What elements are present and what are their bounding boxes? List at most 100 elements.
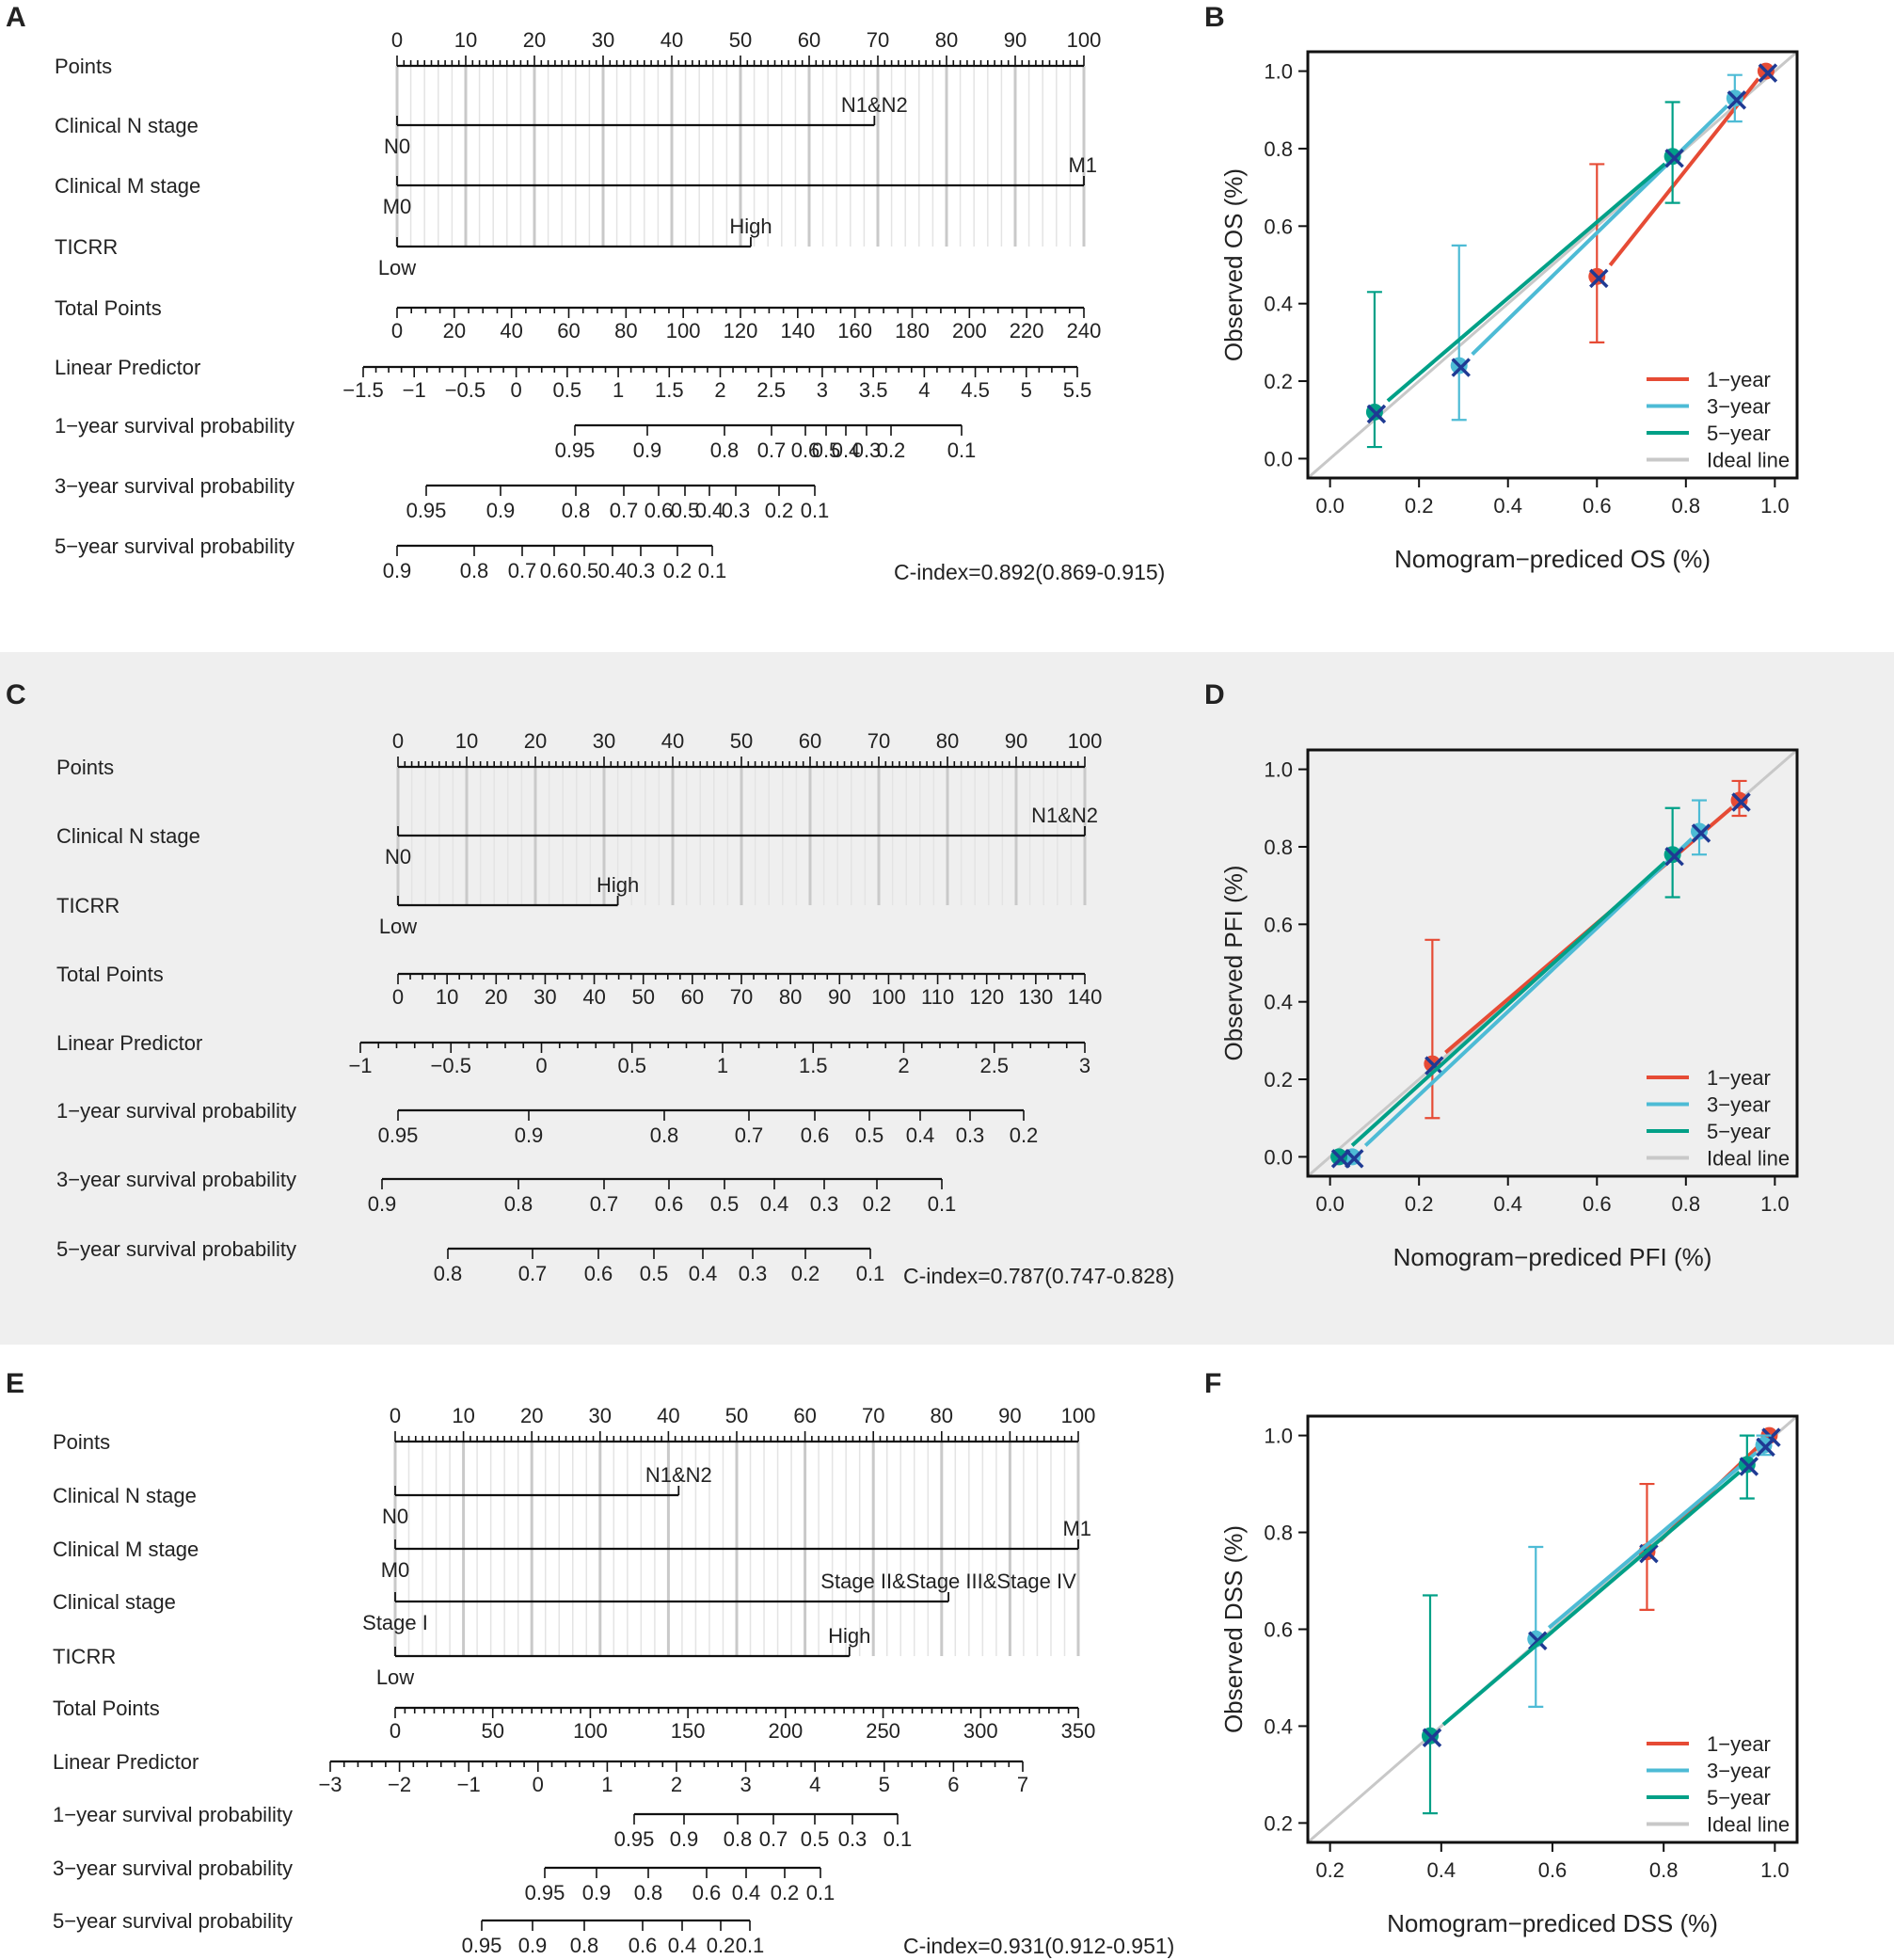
row-label: 3−year survival probability <box>56 1168 296 1191</box>
x-tick-label: 0.6 <box>1538 1858 1568 1882</box>
tick-label: 3.5 <box>859 378 888 402</box>
level-label: Low <box>376 1665 414 1689</box>
tick-label: 0.7 <box>757 438 787 462</box>
tick-label: 0.7 <box>590 1192 619 1216</box>
level-label: High <box>729 215 772 238</box>
y-tick-label: 0.6 <box>1264 215 1293 238</box>
tick-label: 0.95 <box>525 1881 565 1904</box>
y-tick-label: 1.0 <box>1264 60 1293 84</box>
tick-label: 0.8 <box>710 438 740 462</box>
y-axis-label: Observed DSS (%) <box>1219 1525 1248 1733</box>
y-tick-label: 0.4 <box>1264 1714 1293 1738</box>
cross-marker <box>1422 1728 1442 1747</box>
y-tick-label: 0.2 <box>1264 1811 1293 1835</box>
legend-label: 3−year <box>1707 395 1771 419</box>
plot-frame <box>1306 748 1799 1178</box>
tick-label: 0.3 <box>852 438 882 462</box>
tick-label: 0.1 <box>856 1262 885 1285</box>
tick-label: 0.5 <box>570 559 599 582</box>
row-label: Clinical N stage <box>55 114 199 137</box>
tick-label: −0.5 <box>445 378 485 402</box>
calibration-plot-F: 0.2 0.4 0.6 0.8 1.0 0.2 0.4 0.6 0.8 1.0 Nomogram−p… <box>1219 1414 1799 1937</box>
tick-label: 0.9 <box>633 438 662 462</box>
tick-label: 2.5 <box>756 378 786 402</box>
x-tick-label: 0.6 <box>1583 1192 1612 1216</box>
tick-label: 20 <box>524 729 547 753</box>
cindex-label: C-index=0.892(0.869-0.915) <box>894 560 1165 584</box>
tick-label: 0.5 <box>640 1262 669 1285</box>
cross-marker <box>1691 823 1711 843</box>
tick-label: 20 <box>523 28 546 52</box>
tick-label: 1 <box>717 1054 728 1077</box>
level-label: N0 <box>385 845 411 868</box>
legend-label: 1−year <box>1707 1732 1771 1756</box>
x-tick-label: 0.2 <box>1405 1192 1434 1216</box>
tick-label: 70 <box>867 28 889 52</box>
x-tick-label: 1.0 <box>1760 1858 1790 1882</box>
cross-marker <box>1451 358 1471 377</box>
tick-label: 0.2 <box>791 1262 820 1285</box>
tick-label: 0 <box>391 319 403 343</box>
legend-label: 5−year <box>1707 422 1771 445</box>
tick-label: 0.7 <box>759 1827 788 1851</box>
tick-label: 0.1 <box>736 1934 765 1957</box>
cross-marker <box>1589 268 1609 289</box>
cross-marker <box>1366 404 1387 424</box>
tick-label: 0.6 <box>584 1262 613 1285</box>
tick-label: 0.1 <box>883 1827 913 1851</box>
y-tick-label: 1.0 <box>1264 1425 1293 1448</box>
tick-label: 0.5 <box>812 438 841 462</box>
legend-label: 5−year <box>1707 1786 1771 1809</box>
level-label: High <box>828 1624 870 1648</box>
panel-label-F: F <box>1204 1368 1221 1399</box>
row-label: 3−year survival probability <box>53 1856 293 1880</box>
tick-label: 0.8 <box>570 1934 599 1957</box>
cross-marker <box>1756 1437 1775 1458</box>
tick-label: 250 <box>866 1719 900 1743</box>
tick-label: 0.4 <box>760 1192 789 1216</box>
tick-label: 240 <box>1067 319 1102 343</box>
tick-label: 2 <box>671 1773 682 1796</box>
series-line <box>1471 104 1729 357</box>
row-label: Clinical stage <box>53 1590 176 1614</box>
tick-label: 5 <box>879 1773 890 1796</box>
tick-label: 0.4 <box>668 1934 697 1957</box>
tick-label: 10 <box>436 985 458 1009</box>
tick-label: 3 <box>740 1773 751 1796</box>
tick-label: 70 <box>862 1404 884 1427</box>
tick-label: −1.5 <box>342 378 383 402</box>
tick-label: 300 <box>963 1719 998 1743</box>
row-label: TICRR <box>55 235 118 259</box>
x-axis-label: Nomogram−prediced PFI (%) <box>1393 1243 1712 1271</box>
tick-label: 100 <box>573 1719 608 1743</box>
tick-label: 0 <box>390 1719 401 1743</box>
tick-label: 1.5 <box>655 378 684 402</box>
tick-label: 2 <box>714 378 725 402</box>
legend-label: 1−year <box>1707 368 1771 391</box>
tick-label: 0.2 <box>877 438 906 462</box>
tick-label: 0.4 <box>906 1123 935 1147</box>
level-label: Stage II&Stage III&Stage IV <box>820 1570 1076 1593</box>
tick-label: 30 <box>593 729 615 753</box>
x-tick-label: 0.6 <box>1583 494 1612 518</box>
tick-label: 150 <box>671 1719 706 1743</box>
level-label: N1&N2 <box>1031 804 1098 827</box>
tick-label: 0.4 <box>732 1881 761 1904</box>
series-line <box>1363 837 1694 1147</box>
tick-label: 0.8 <box>634 1881 663 1904</box>
level-label: High <box>597 873 639 897</box>
tick-label: 90 <box>1005 729 1027 753</box>
tick-label: 0.3 <box>627 559 656 582</box>
cross-marker <box>1731 792 1751 812</box>
tick-label: −3 <box>318 1773 342 1796</box>
tick-label: 0.6 <box>645 499 674 522</box>
row-label: 1−year survival probability <box>53 1803 293 1826</box>
tick-label: 60 <box>681 985 704 1009</box>
tick-label: 160 <box>837 319 872 343</box>
tick-label: −0.5 <box>431 1054 471 1077</box>
tick-label: 30 <box>533 985 556 1009</box>
cindex-label: C-index=0.787(0.747-0.828) <box>903 1264 1174 1288</box>
tick-label: 3 <box>817 378 828 402</box>
tick-label: 0.95 <box>462 1934 502 1957</box>
